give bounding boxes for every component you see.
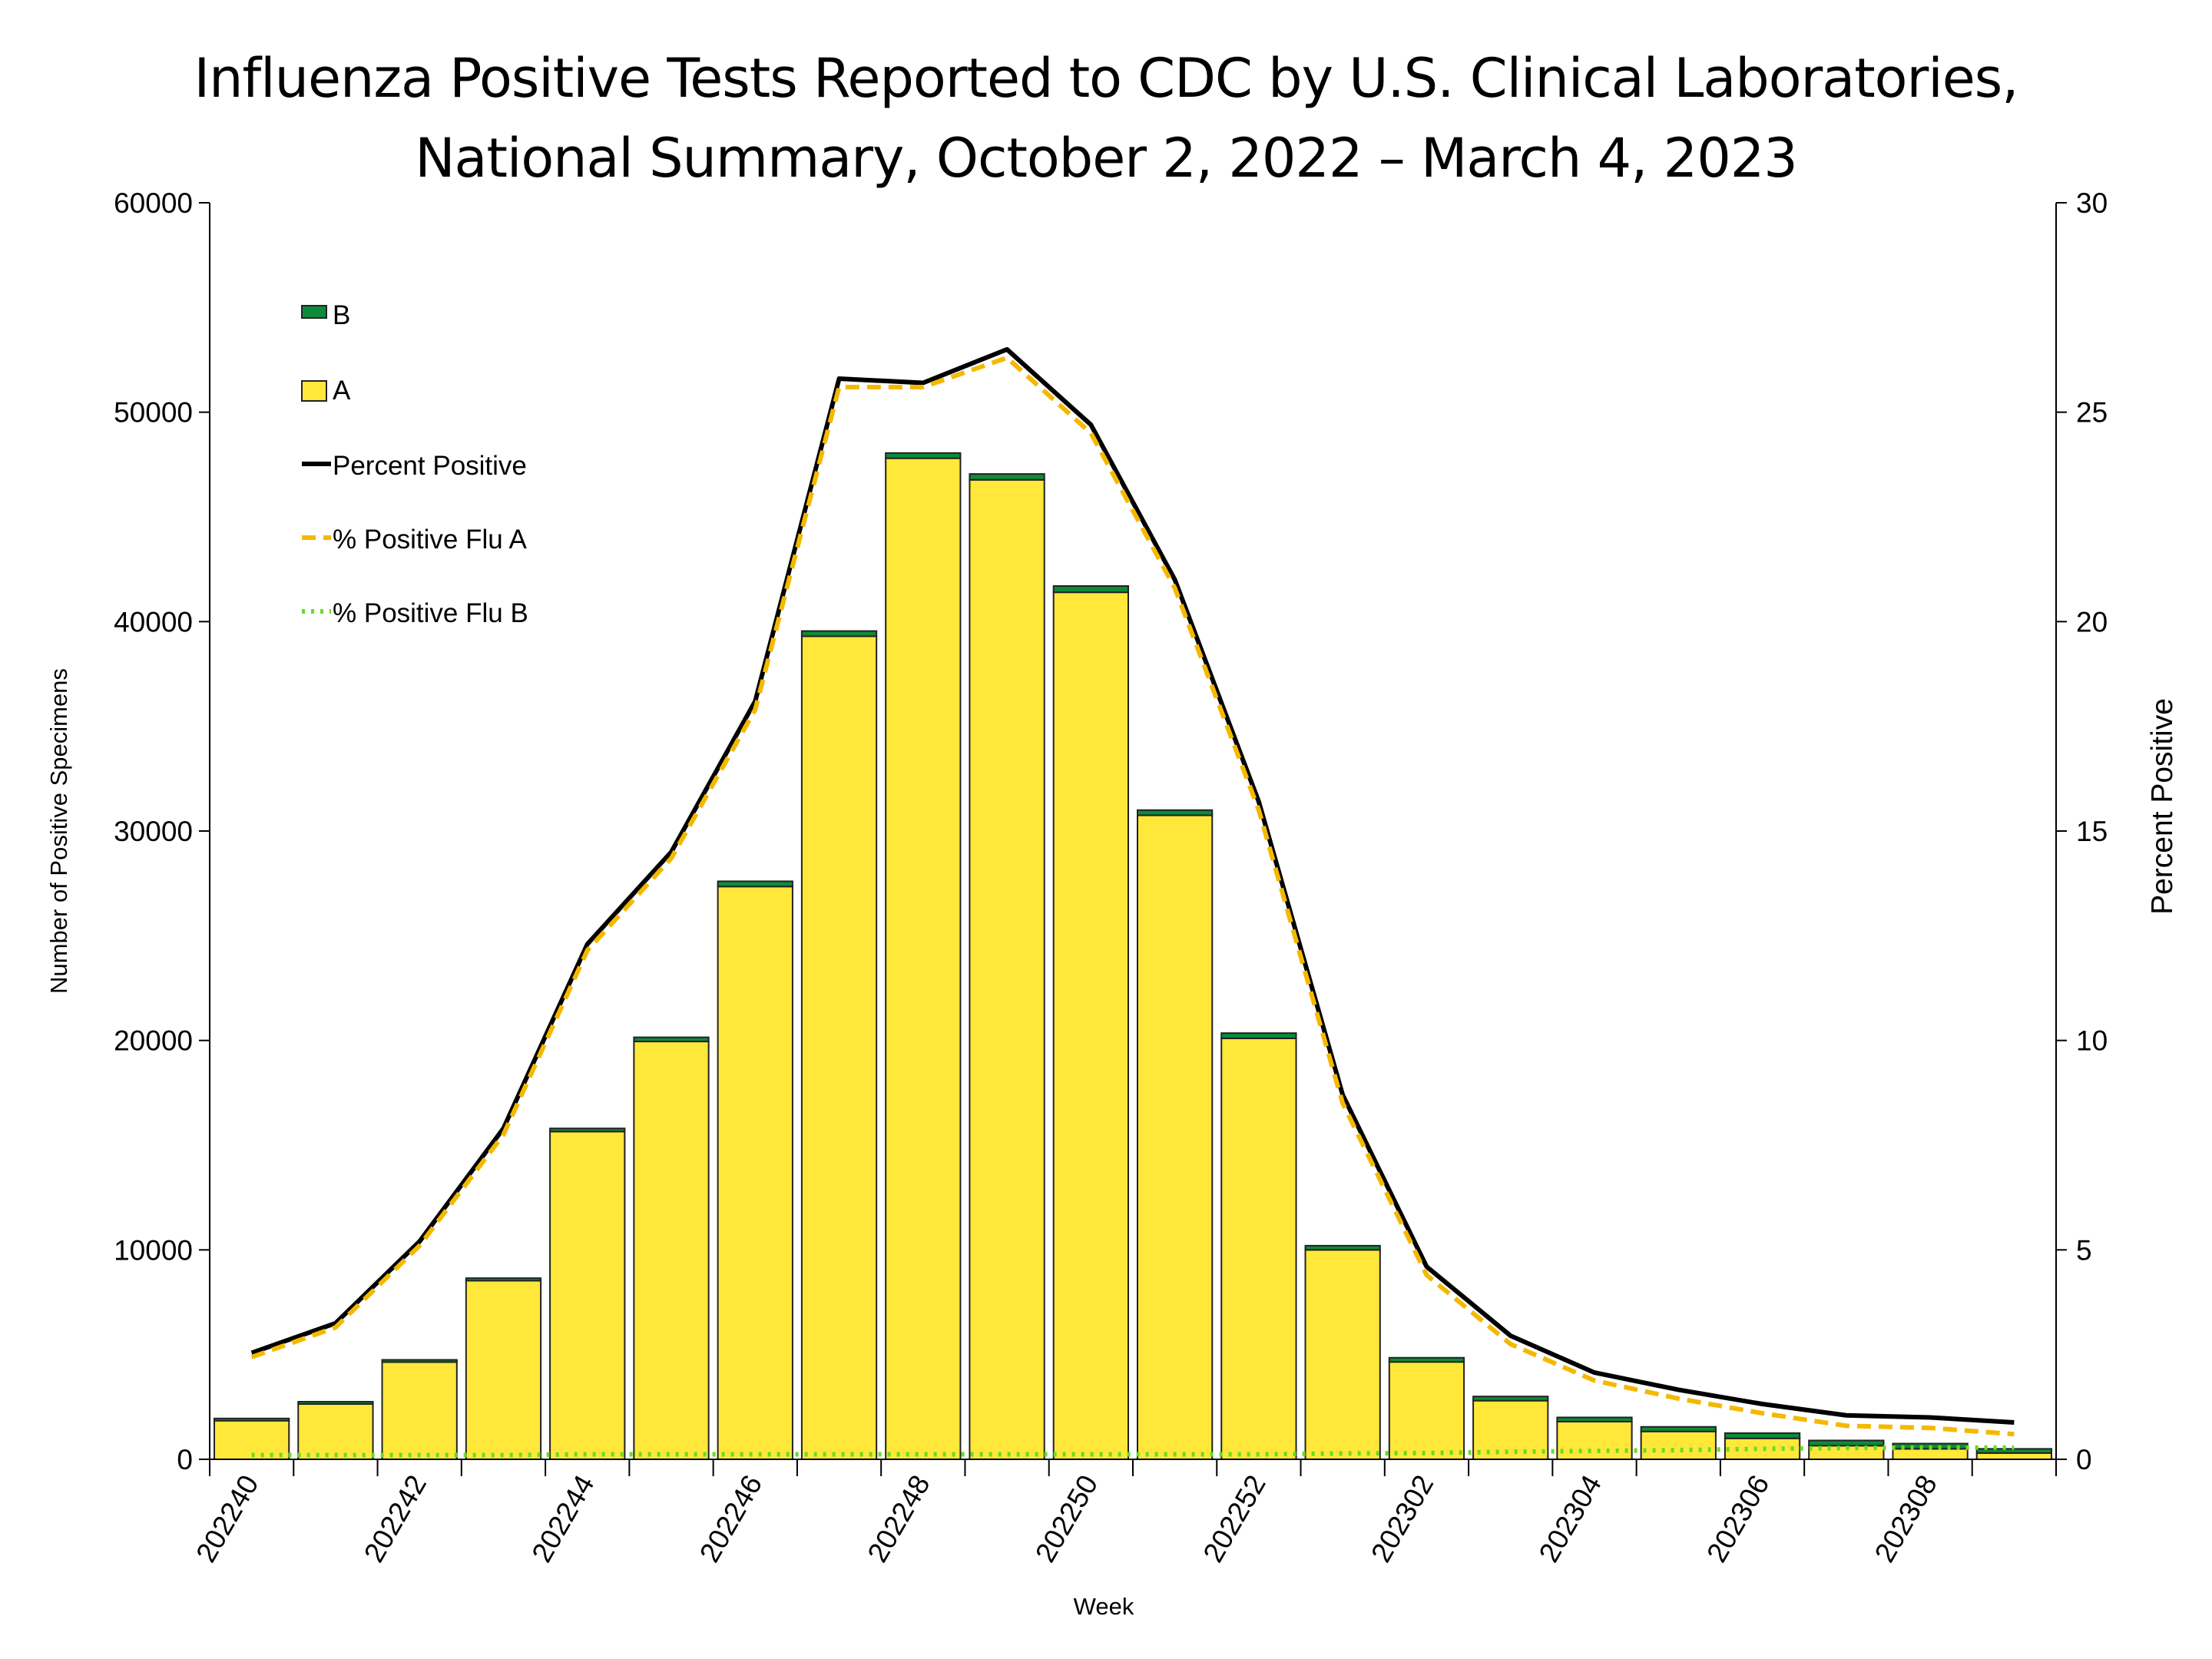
legend-percent-positive-label: Percent Positive <box>333 451 527 481</box>
legend-b-label: B <box>333 300 350 330</box>
bar-a-202248 <box>885 457 962 1460</box>
y-tick-label: 20000 <box>114 1025 193 1057</box>
line-percent-positive <box>250 346 2015 1426</box>
bar-b-202245 <box>633 1036 710 1043</box>
bar-b-202250 <box>1052 584 1130 594</box>
bar-b-202246 <box>717 880 793 888</box>
bar-a-202250 <box>1052 591 1130 1460</box>
x-tick-label: 202242 <box>358 1470 432 1568</box>
y-tick-label: 50000 <box>114 397 193 429</box>
y2-tick-label: 5 <box>2076 1234 2092 1266</box>
bar-b-202252 <box>1220 1032 1297 1039</box>
y2-tick-label: 0 <box>2076 1444 2092 1475</box>
y-tick-label: 0 <box>177 1444 193 1475</box>
bar-a-202247 <box>800 635 878 1460</box>
y2-tick-label: 30 <box>2076 187 2108 219</box>
legend--positive-flu-a-label: % Positive Flu A <box>333 525 528 555</box>
bar-a-202241 <box>297 1402 374 1461</box>
bar-b-202302 <box>1388 1356 1465 1363</box>
bar-a-202245 <box>633 1041 710 1460</box>
x-tick-label: 202252 <box>1197 1470 1272 1568</box>
line--positive-flu-a <box>250 355 2015 1437</box>
bar-a-202249 <box>969 478 1045 1460</box>
bar-b-202244 <box>549 1128 626 1133</box>
bar-a-202308 <box>1892 1448 1969 1461</box>
legend-a-label: A <box>333 376 351 406</box>
legend-a-swatch <box>301 380 327 402</box>
bar-a-202251 <box>1137 814 1214 1461</box>
bar-b-202248 <box>885 452 962 459</box>
bar-a-202302 <box>1388 1361 1465 1460</box>
y2-tick-label: 25 <box>2076 397 2108 429</box>
chart-title: Influenza Positive Tests Reported to CDC… <box>0 38 2212 198</box>
bar-b-202309 <box>1975 1448 2053 1454</box>
bar-a-202301 <box>1304 1249 1381 1461</box>
x-tick-label: 202250 <box>1029 1470 1104 1568</box>
x-axis-label: Week <box>1074 1593 1134 1620</box>
bar-b-202243 <box>465 1277 542 1282</box>
x-tick-label: 202248 <box>862 1470 936 1568</box>
x-tick-label: 202306 <box>1700 1470 1775 1568</box>
y-axis-label: Number of Positive Specimens <box>45 668 72 994</box>
x-tick-label: 202244 <box>525 1470 600 1568</box>
y2-tick-label: 20 <box>2076 606 2108 637</box>
bar-a-202246 <box>717 886 793 1461</box>
bar-b-202306 <box>1724 1432 1801 1439</box>
bar-a-202244 <box>549 1131 626 1460</box>
bar-b-202240 <box>214 1417 290 1422</box>
y2-tick-label: 15 <box>2076 816 2108 847</box>
bar-b-202303 <box>1472 1396 1549 1402</box>
bar-b-202251 <box>1137 809 1214 816</box>
legend-b-swatch <box>301 305 327 319</box>
y-tick-label: 60000 <box>114 187 193 219</box>
x-tick-label: 202304 <box>1533 1470 1608 1568</box>
chart-title-line-2: National Summary, October 2, 2022 – Marc… <box>415 127 1798 190</box>
bar-b-202307 <box>1808 1439 1885 1447</box>
bar-a-202309 <box>1975 1452 2053 1460</box>
x-tick-label: 202246 <box>694 1470 768 1568</box>
legend--positive-flu-b-label: % Positive Flu B <box>333 598 528 628</box>
bar-b-202242 <box>381 1359 458 1363</box>
bar-a-202243 <box>465 1280 542 1460</box>
bar-a-202252 <box>1220 1037 1297 1460</box>
bar-b-202247 <box>800 630 878 637</box>
y-tick-label: 10000 <box>114 1234 193 1266</box>
bar-a-202306 <box>1724 1437 1801 1460</box>
bar-a-202305 <box>1640 1430 1717 1461</box>
bar-b-202304 <box>1556 1416 1633 1422</box>
y2-tick-label: 10 <box>2076 1025 2108 1057</box>
bar-b-202249 <box>969 473 1045 481</box>
y-tick-label: 40000 <box>114 606 193 637</box>
bar-b-202301 <box>1304 1244 1381 1251</box>
x-tick-label: 202308 <box>1869 1470 1943 1568</box>
bar-b-202305 <box>1640 1426 1717 1432</box>
bar-a-202242 <box>381 1361 458 1460</box>
bar-b-202241 <box>297 1401 374 1406</box>
bar-a-202304 <box>1556 1420 1633 1461</box>
x-tick-label: 202240 <box>190 1470 264 1568</box>
x-tick-label: 202302 <box>1365 1470 1439 1568</box>
chart-title-line-1: Influenza Positive Tests Reported to CDC… <box>194 47 2018 110</box>
y2-axis-label: Percent Positive <box>2146 698 2179 915</box>
y-tick-label: 30000 <box>114 816 193 847</box>
bar-a-202303 <box>1472 1399 1549 1460</box>
